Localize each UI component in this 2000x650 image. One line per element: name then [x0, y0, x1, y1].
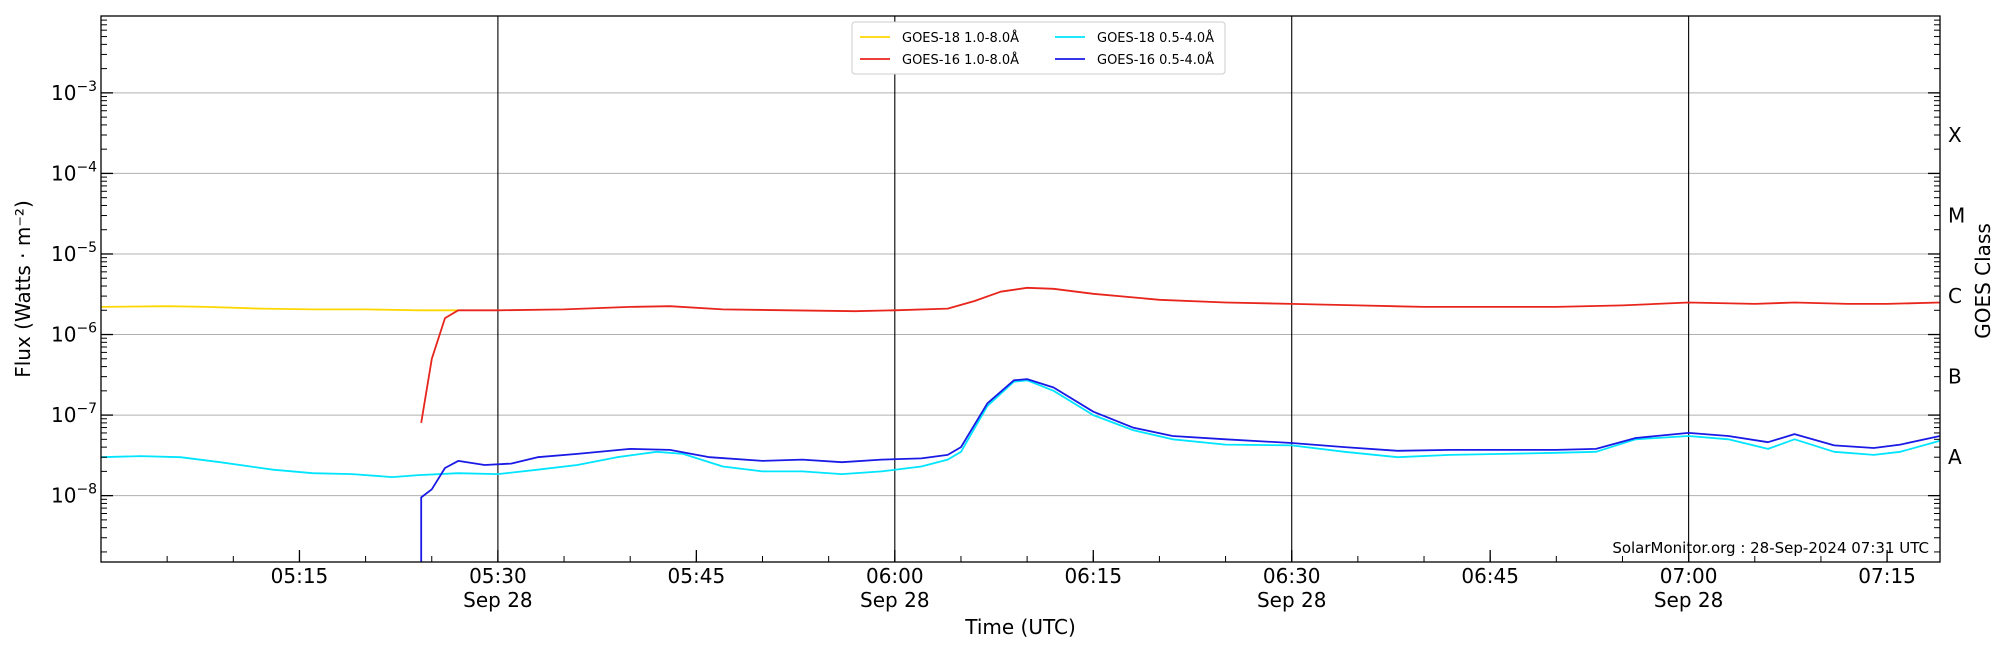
- legend-box: [851, 21, 1226, 75]
- x-axis-label: Time (UTC): [964, 615, 1076, 639]
- x-tick-label: 06:00: [866, 564, 924, 588]
- series-line-goes-18-1-0-8-0-: [100, 305, 459, 312]
- y-tick-label-exponent: −7: [76, 401, 97, 417]
- x-tick-label: 05:30: [469, 564, 527, 588]
- legend: GOES-18 1.0-8.0Å GOES-16 1.0-8.0Å GOES-18 …: [851, 21, 1226, 75]
- gridlines: [101, 92, 1940, 497]
- legend-label: GOES-18 1.0-8.0Å: [902, 30, 1019, 46]
- goes-class-labels: A B C M X: [1948, 123, 1965, 469]
- x-tick-date-label: Sep 28: [463, 588, 533, 612]
- y-tick-label: 10−8: [51, 482, 97, 508]
- x-tick-date-label: Sep 28: [860, 588, 930, 612]
- x-tick-label: 06:45: [1461, 564, 1519, 588]
- y-tick-label-exponent: −6: [76, 321, 97, 337]
- data-series: [100, 286, 1941, 562]
- y-tick-label-base: 10: [51, 403, 76, 427]
- series-line-goes-16-1-0-8-0-: [420, 286, 1941, 424]
- y-tick-label-base: 10: [51, 242, 76, 266]
- x-tick-date-label: Sep 28: [1654, 588, 1724, 612]
- y-tick-label: 10−4: [51, 159, 97, 185]
- y-tick-label-base: 10: [51, 323, 76, 347]
- goes-class-a: A: [1948, 445, 1962, 469]
- legend-label: GOES-16 1.0-8.0Å: [902, 52, 1019, 68]
- goes-class-c: C: [1948, 284, 1962, 308]
- series-line-goes-18-0-5-4-0-: [100, 379, 1941, 479]
- y-tick-label: 10−7: [51, 401, 97, 427]
- goes-class-x: X: [1948, 123, 1962, 147]
- series-line-goes-16-0-5-4-0-: [420, 378, 1941, 562]
- x-tick-label: 06:30: [1263, 564, 1321, 588]
- y-tick-label-exponent: −5: [76, 240, 97, 256]
- credit-text: SolarMonitor.org : 28-Sep-2024 07:31 UTC: [1612, 539, 1929, 557]
- x-tick-date-label: Sep 28: [1257, 588, 1327, 612]
- x-tick-label: 06:15: [1064, 564, 1122, 588]
- goes-class-axis-label: GOES Class: [1971, 223, 1995, 339]
- y-tick-label: 10−6: [51, 321, 97, 347]
- x-tick-label: 07:15: [1858, 564, 1916, 588]
- y-tick-label-exponent: −8: [76, 482, 97, 498]
- y-tick-label: 10−5: [51, 240, 97, 266]
- x-tick-label: 07:00: [1660, 564, 1718, 588]
- legend-label: GOES-18 0.5-4.0Å: [1097, 30, 1214, 46]
- y-tick-label-base: 10: [51, 81, 76, 105]
- y-tick-label: 10−3: [51, 79, 97, 105]
- x-tick-label: 05:15: [271, 564, 329, 588]
- day-divider-lines: [497, 16, 1690, 562]
- goes-class-m: M: [1948, 204, 1965, 228]
- y-tick-label-base: 10: [51, 484, 76, 508]
- goes-class-b: B: [1948, 365, 1962, 389]
- legend-label: GOES-16 0.5-4.0Å: [1097, 52, 1214, 68]
- x-tick-label: 05:45: [668, 564, 726, 588]
- plot-frame: [100, 15, 1941, 563]
- y-tick-label-exponent: −4: [76, 159, 97, 175]
- y-axis-label: Flux (Watts · m⁻²): [11, 200, 35, 378]
- y-tick-label-exponent: −3: [76, 79, 97, 95]
- y-tick-label-base: 10: [51, 161, 76, 185]
